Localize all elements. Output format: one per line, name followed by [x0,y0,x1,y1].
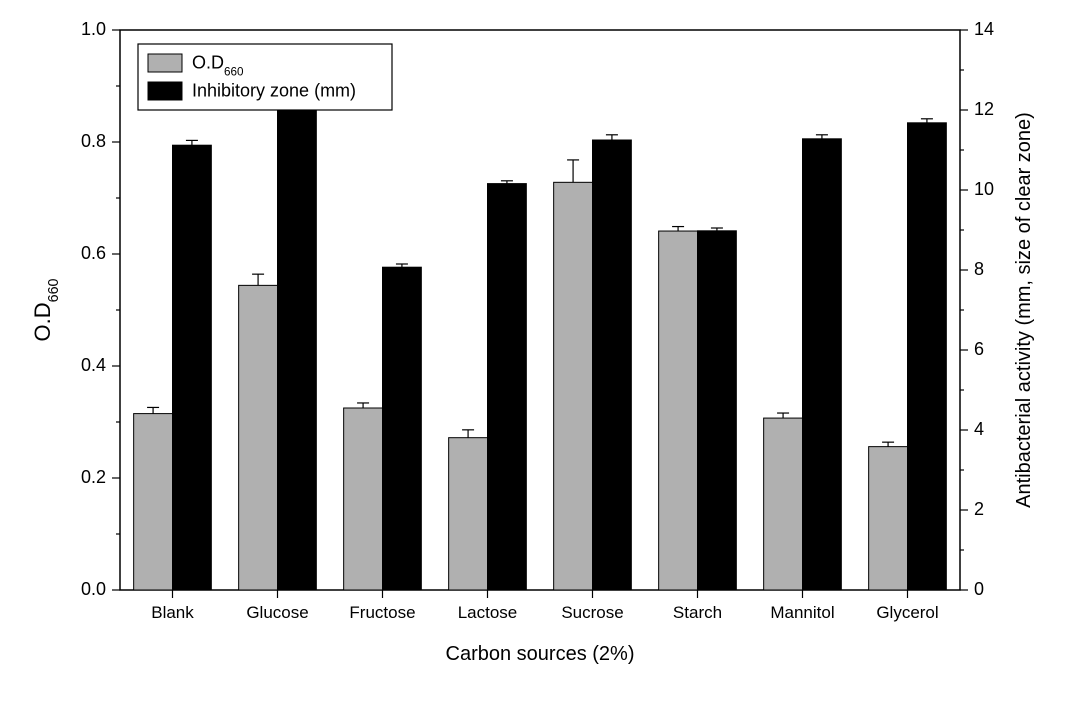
bar-zone [908,123,947,590]
bar-od [239,285,278,590]
x-axis-label: Carbon sources (2%) [446,643,635,665]
yl-tick-label: 0.4 [81,355,106,375]
x-tick-label: Mannitol [770,603,834,622]
yl-tick-label: 0.2 [81,467,106,487]
x-tick-label: Glycerol [876,603,938,622]
svg-text:O.D660: O.D660 [30,278,62,341]
bar-od [449,438,488,590]
yr-axis-label: Antibacterial activity (mm, size of clea… [1013,112,1035,508]
chart-svg: 0.0 0.2 0.4 0.6 0.8 1.0 0 2 4 6 8 10 12 14 Blank Glucos… [0,0,1073,702]
bar-od [344,408,383,590]
bar-od [659,231,698,590]
yl-tick-label: 1.0 [81,19,106,39]
bar-od [134,414,173,590]
bar-zone [173,145,212,590]
yr-tick-label: 10 [974,179,994,199]
bar-zone [698,231,737,590]
bar-od [554,182,593,590]
bar-od [764,418,803,590]
bar-zone [278,99,317,590]
legend-swatch [148,54,182,72]
yr-tick-label: 0 [974,579,984,599]
x-tick-label: Starch [673,603,722,622]
bar-od [869,447,908,590]
x-tick-label: Fructose [349,603,415,622]
x-tick-label: Sucrose [561,603,623,622]
x-tick-label: Lactose [458,603,518,622]
yr-tick-label: 4 [974,419,984,439]
legend-label: Inhibitory zone (mm) [192,80,356,100]
bar-zone [383,267,422,590]
yl-axis-label: O.D660 [30,278,62,341]
yl-tick-label: 0.6 [81,243,106,263]
bar-zone [593,140,632,590]
chart-container: 0.0 0.2 0.4 0.6 0.8 1.0 0 2 4 6 8 10 12 14 Blank Glucos… [0,0,1073,702]
yr-tick-label: 12 [974,99,994,119]
legend-swatch [148,82,182,100]
yr-tick-label: 14 [974,19,994,39]
svg-text:Antibacterial activity (mm, si: Antibacterial activity (mm, size of clea… [1013,112,1035,508]
yr-tick-label: 2 [974,499,984,519]
x-tick-label: Glucose [246,603,308,622]
yr-tick-label: 8 [974,259,984,279]
yl-tick-label: 0.0 [81,579,106,599]
bar-zone [488,184,527,590]
yl-tick-label: 0.8 [81,131,106,151]
x-tick-label: Blank [151,603,194,622]
yr-tick-label: 6 [974,339,984,359]
bar-zone [803,139,842,590]
